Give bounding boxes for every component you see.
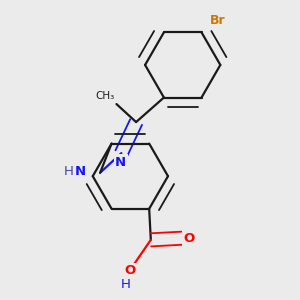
- Text: H: H: [121, 278, 130, 291]
- Text: O: O: [184, 232, 195, 245]
- Text: N: N: [115, 156, 126, 169]
- Text: O: O: [124, 264, 135, 278]
- Text: N: N: [75, 165, 86, 178]
- Text: CH₃: CH₃: [96, 91, 115, 101]
- Text: Br: Br: [210, 14, 225, 27]
- Text: H: H: [64, 165, 74, 178]
